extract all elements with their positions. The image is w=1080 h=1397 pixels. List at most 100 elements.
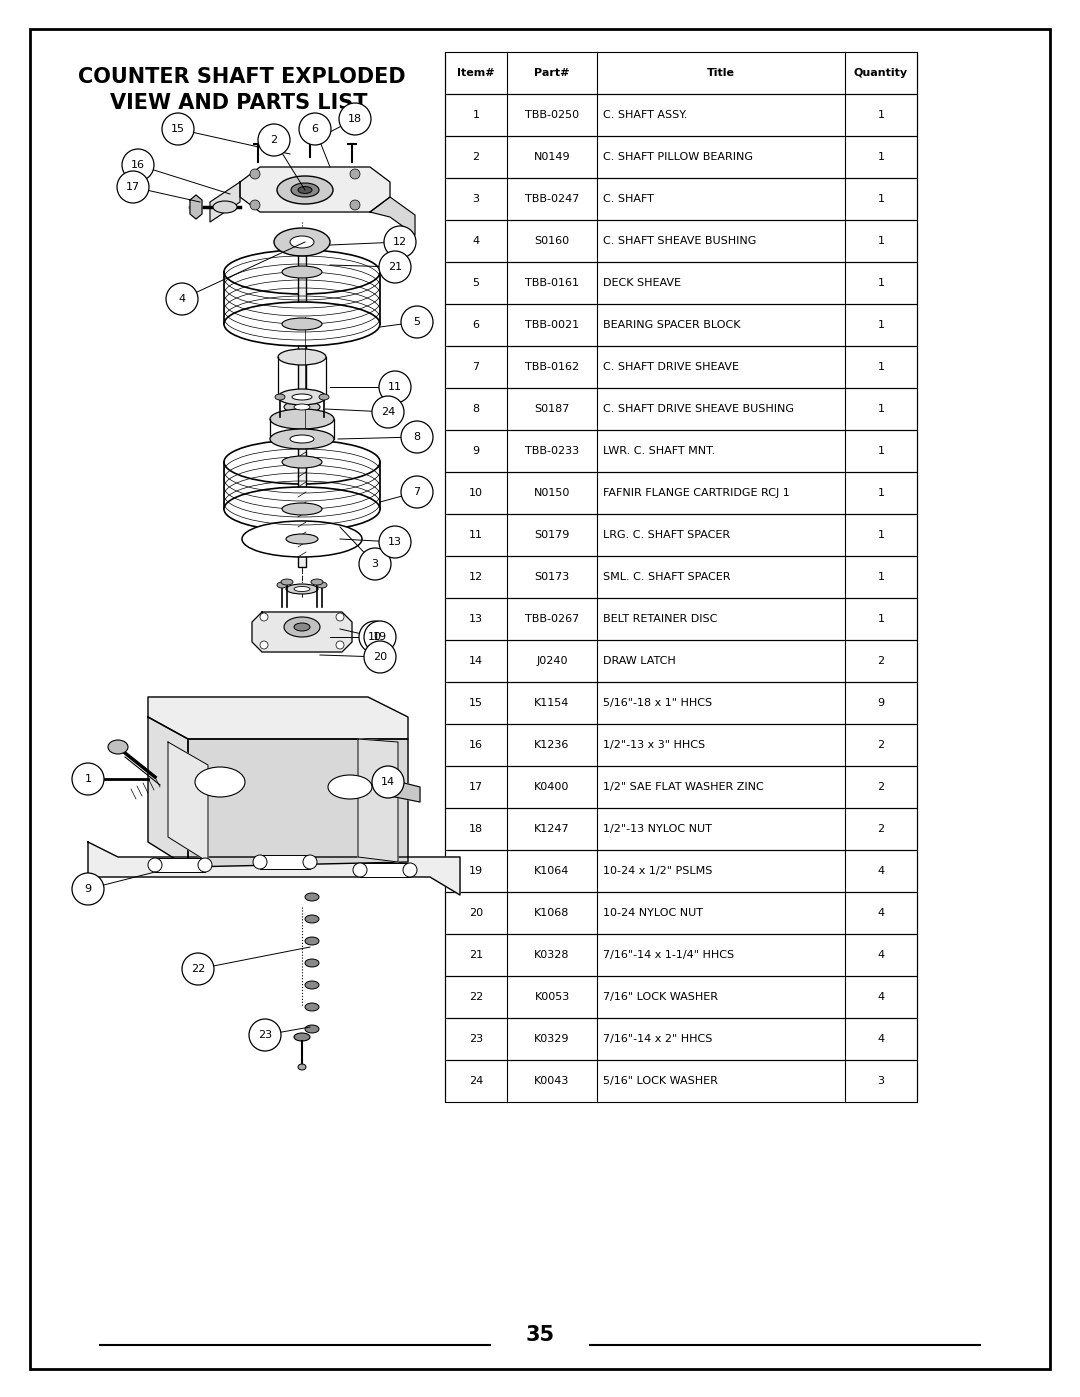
Text: 1: 1 <box>877 488 885 497</box>
Bar <box>298 244 306 567</box>
Text: 22: 22 <box>469 992 483 1002</box>
Polygon shape <box>240 168 390 212</box>
Text: 10: 10 <box>469 488 483 497</box>
Text: K1247: K1247 <box>535 824 570 834</box>
Text: 1: 1 <box>877 194 885 204</box>
Text: 10-24 x 1/2" PSLMS: 10-24 x 1/2" PSLMS <box>603 866 713 876</box>
Text: 3: 3 <box>473 194 480 204</box>
Circle shape <box>359 622 391 652</box>
Text: 1: 1 <box>877 362 885 372</box>
Ellipse shape <box>305 1025 319 1032</box>
Ellipse shape <box>305 915 319 923</box>
Circle shape <box>359 548 391 580</box>
Ellipse shape <box>274 228 330 256</box>
Text: S0160: S0160 <box>535 236 569 246</box>
Ellipse shape <box>270 429 334 448</box>
Ellipse shape <box>148 858 162 872</box>
Text: 23: 23 <box>469 1034 483 1044</box>
Text: 15: 15 <box>171 124 185 134</box>
Bar <box>445 305 917 346</box>
Ellipse shape <box>224 302 380 346</box>
Text: 6: 6 <box>311 124 319 134</box>
Text: 18: 18 <box>348 115 362 124</box>
Polygon shape <box>148 717 188 868</box>
Circle shape <box>336 613 345 622</box>
Bar <box>360 863 410 877</box>
Text: TBB-0161: TBB-0161 <box>525 278 579 288</box>
Circle shape <box>379 372 411 402</box>
Bar <box>445 556 917 598</box>
Ellipse shape <box>305 893 319 901</box>
Ellipse shape <box>276 583 287 588</box>
Bar <box>445 977 917 1018</box>
Text: 7/16"-14 x 1-1/4" HHCS: 7/16"-14 x 1-1/4" HHCS <box>603 950 734 960</box>
Bar <box>445 388 917 430</box>
Text: 15: 15 <box>469 698 483 708</box>
Polygon shape <box>370 197 415 235</box>
Text: 20: 20 <box>469 908 483 918</box>
Text: 4: 4 <box>877 866 885 876</box>
Text: 4: 4 <box>877 950 885 960</box>
Text: 11: 11 <box>469 529 483 541</box>
Circle shape <box>401 420 433 453</box>
Ellipse shape <box>284 617 320 637</box>
Text: 9: 9 <box>877 698 885 708</box>
Text: Title: Title <box>707 68 735 78</box>
Ellipse shape <box>270 409 334 429</box>
Bar <box>445 263 917 305</box>
Circle shape <box>384 226 416 258</box>
Bar <box>445 346 917 388</box>
Circle shape <box>258 124 291 156</box>
Text: C. SHAFT: C. SHAFT <box>603 194 653 204</box>
Bar <box>445 1018 917 1060</box>
Ellipse shape <box>278 388 326 405</box>
Ellipse shape <box>294 404 310 409</box>
Polygon shape <box>357 739 399 862</box>
Circle shape <box>379 527 411 557</box>
Text: 14: 14 <box>469 657 483 666</box>
Bar <box>445 94 917 136</box>
Text: 21: 21 <box>469 950 483 960</box>
Text: BEARING SPACER BLOCK: BEARING SPACER BLOCK <box>603 320 741 330</box>
Text: BELT RETAINER DISC: BELT RETAINER DISC <box>603 615 717 624</box>
Ellipse shape <box>291 434 314 443</box>
Bar <box>445 640 917 682</box>
Text: TBB-0233: TBB-0233 <box>525 446 579 455</box>
Text: 1: 1 <box>877 152 885 162</box>
Text: 5: 5 <box>473 278 480 288</box>
Text: K1068: K1068 <box>535 908 569 918</box>
Text: 2: 2 <box>877 824 885 834</box>
Ellipse shape <box>195 767 245 798</box>
Text: 1: 1 <box>877 529 885 541</box>
Text: TBB-0250: TBB-0250 <box>525 110 579 120</box>
Ellipse shape <box>294 1032 310 1041</box>
Circle shape <box>401 306 433 338</box>
Ellipse shape <box>198 858 212 872</box>
Ellipse shape <box>298 1065 306 1070</box>
Text: 5/16" LOCK WASHER: 5/16" LOCK WASHER <box>603 1076 718 1085</box>
Polygon shape <box>380 777 420 802</box>
Ellipse shape <box>278 349 326 365</box>
Ellipse shape <box>284 401 320 414</box>
Text: S0173: S0173 <box>535 571 569 583</box>
Text: 1/2" SAE FLAT WASHER ZINC: 1/2" SAE FLAT WASHER ZINC <box>603 782 764 792</box>
Text: FAFNIR FLANGE CARTRIDGE RCJ 1: FAFNIR FLANGE CARTRIDGE RCJ 1 <box>603 488 789 497</box>
Text: N0150: N0150 <box>534 488 570 497</box>
Ellipse shape <box>305 937 319 944</box>
Text: 17: 17 <box>469 782 483 792</box>
Circle shape <box>183 953 214 985</box>
Ellipse shape <box>291 236 314 249</box>
Bar <box>260 855 310 869</box>
Ellipse shape <box>275 394 285 400</box>
Text: 35: 35 <box>526 1324 554 1345</box>
Ellipse shape <box>294 623 310 631</box>
Ellipse shape <box>282 265 322 278</box>
Text: 12: 12 <box>393 237 407 247</box>
Ellipse shape <box>281 578 293 585</box>
Text: N0149: N0149 <box>534 152 570 162</box>
Bar <box>445 136 917 177</box>
Text: 1: 1 <box>877 278 885 288</box>
Ellipse shape <box>294 587 310 591</box>
Text: 17: 17 <box>126 182 140 191</box>
Ellipse shape <box>253 855 267 869</box>
